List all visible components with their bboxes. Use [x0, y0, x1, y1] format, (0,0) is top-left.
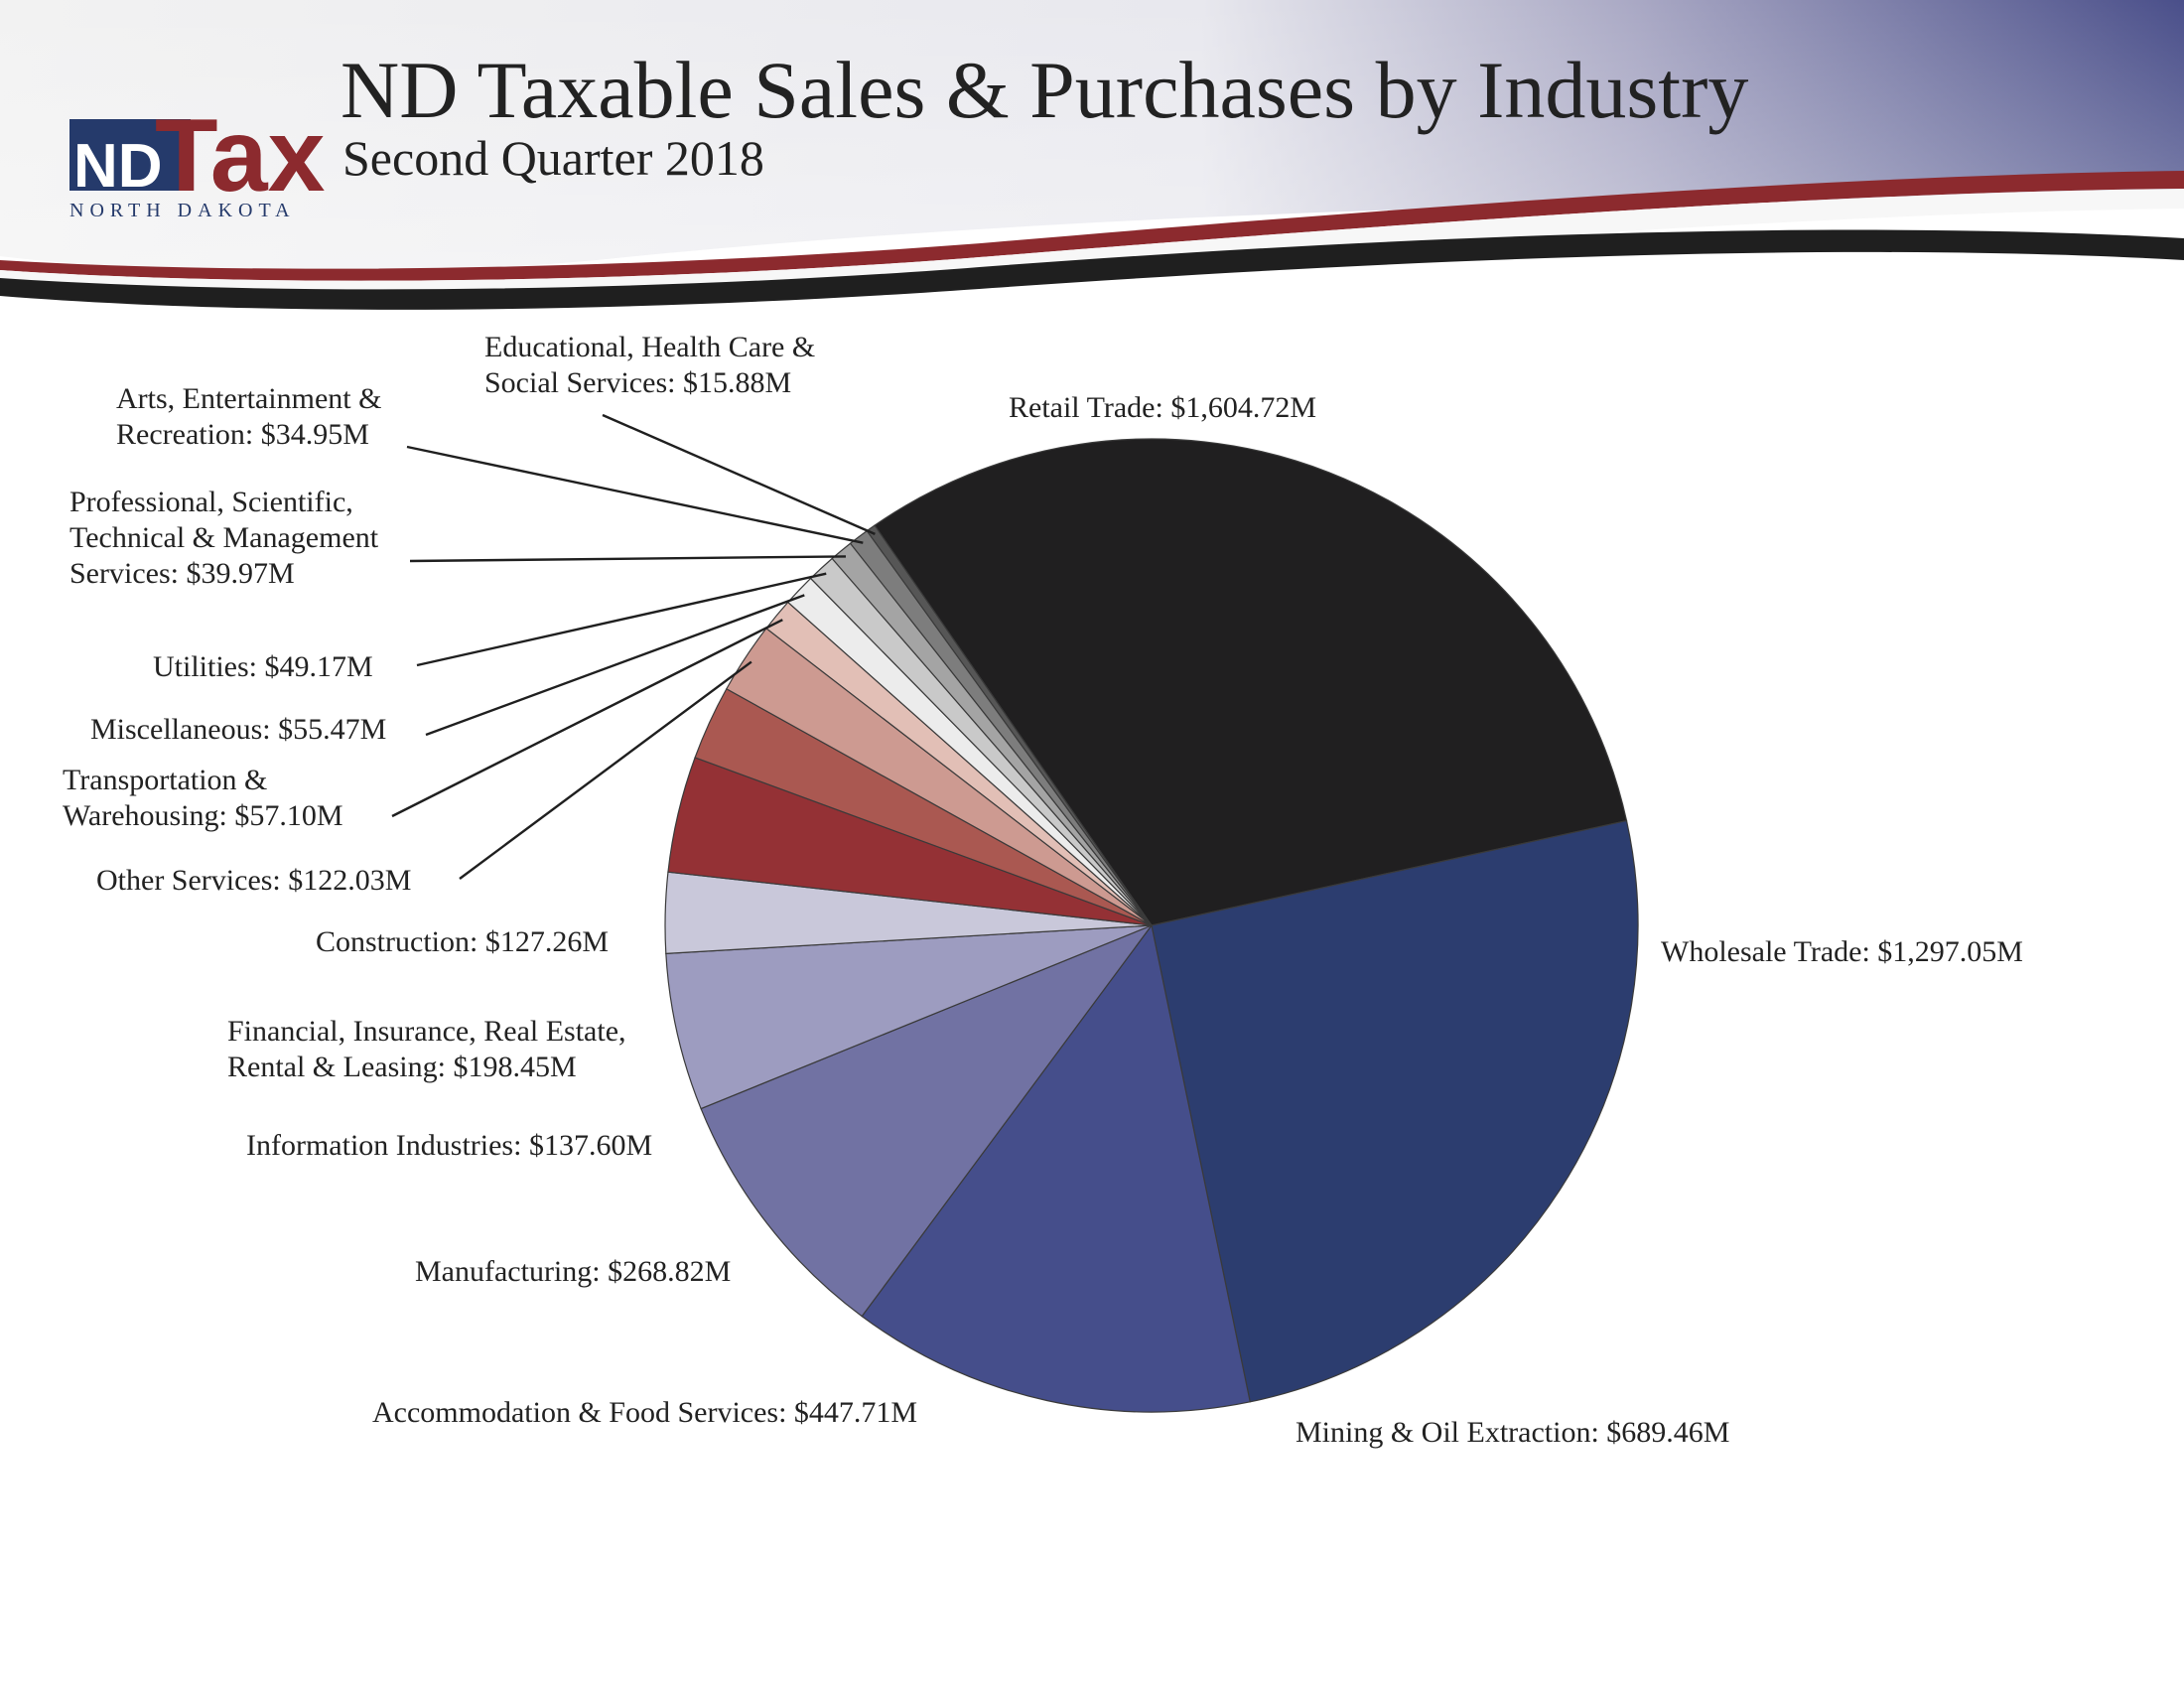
logo-nd-box [69, 119, 191, 191]
leader-line-miscellaneous [425, 594, 805, 737]
pie-label-educational-health-care-and-social-services: Educational, Health Care & Social Service… [484, 331, 815, 399]
pie-slice-wholesale-trade [1151, 819, 1639, 1403]
pie-label-arts-entertainment-and-recreation: Arts, Entertainment & Recreation: $34.95M [116, 382, 381, 451]
pie-label-utilities: Utilities: $49.17M [153, 650, 373, 683]
header-fade [0, 0, 2184, 273]
pie-label-mining-and-oil-extraction: Mining & Oil Extraction: $689.46M [1296, 1416, 1729, 1449]
swoosh-red [0, 171, 2184, 281]
pie-label-other-services: Other Services: $122.03M [96, 864, 411, 897]
page-subtitle: Second Quarter 2018 [342, 130, 764, 186]
pie-label-manufacturing: Manufacturing: $268.82M [415, 1255, 731, 1288]
leader-line-other-services [459, 660, 752, 880]
pie-label-accommodation-and-food-services: Accommodation & Food Services: $447.71M [372, 1396, 917, 1429]
pie-slice-retail-trade [874, 438, 1628, 926]
logo-state-text: NORTH DAKOTA [69, 200, 296, 221]
pie-label-information-industries: Information Industries: $137.60M [246, 1129, 652, 1162]
pie-labels: Retail Trade: $1,604.72M Wholesale Trade:… [63, 331, 2023, 1449]
pie-label-transportation-and-warehousing: Transportation & Warehousing: $57.10M [63, 764, 343, 832]
pie-slice-mining-and-oil-extraction [861, 923, 1251, 1413]
nd-tax-logo: ND Tax NORTH DAKOTA [69, 98, 326, 221]
header-banner [0, 0, 2184, 310]
logo-nd-text: ND [73, 132, 163, 201]
pie-slice-manufacturing [665, 924, 1153, 1110]
leader-line-arts-entertainment-and-recreation [406, 445, 864, 544]
pie-slices [664, 438, 1639, 1413]
pie-label-retail-trade: Retail Trade: $1,604.72M [1009, 391, 1316, 424]
pie-label-financial-insurance-real-estate-rental-and-leasing: Financial, Insurance, Real Estate, Rental… [227, 1015, 626, 1083]
leader-line-utilities [416, 572, 827, 667]
leader-line-professional-scientific-technical-and-management-services [409, 555, 847, 563]
pie-label-miscellaneous: Miscellaneous: $55.47M [90, 713, 386, 746]
pie-slice-accommodation-and-food-services [700, 923, 1154, 1318]
swoosh-dark [0, 229, 2184, 310]
pie-label-construction: Construction: $127.26M [316, 925, 609, 958]
pie-label-wholesale-trade: Wholesale Trade: $1,297.05M [1661, 935, 2023, 968]
leader-line-transportation-and-warehousing [391, 619, 783, 818]
swoosh-white [0, 189, 2184, 297]
leader-line-educational-health-care-and-social-services [602, 413, 876, 535]
pie-label-professional-scientific-technical-and-management-services: Professional, Scientific, Technical & Man… [69, 486, 379, 590]
pie-leader-lines [391, 413, 876, 880]
page-title: ND Taxable Sales & Purchases by Industry [341, 45, 1748, 135]
logo-tax-text: Tax [155, 98, 326, 213]
